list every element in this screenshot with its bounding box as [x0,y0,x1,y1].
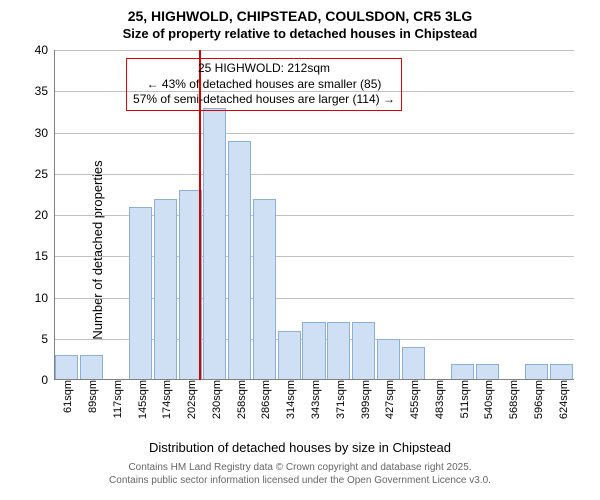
y-tick-label: 40 [35,43,54,57]
x-tick-label: 568sqm [504,380,520,419]
x-tick-label: 455sqm [405,380,421,419]
bar [253,199,276,381]
bar [525,364,548,381]
y-axis-line [54,50,55,380]
y-tick-label: 25 [35,167,54,181]
bar [302,322,325,380]
x-axis-line [54,379,574,380]
attribution-line1: Contains HM Land Registry data © Crown c… [0,462,600,475]
y-tick-label: 5 [41,332,54,346]
attribution-line2: Contains public sector information licen… [0,475,600,488]
chart-title-sub: Size of property relative to detached ho… [0,26,600,41]
x-tick-label: 427sqm [380,380,396,419]
plot-area: 25 HIGHWOLD: 212sqm ← 43% of detached ho… [54,50,574,380]
x-tick-label: 258sqm [232,380,248,419]
y-tick-label: 35 [35,84,54,98]
bar [55,355,78,380]
chart-title-main: 25, HIGHWOLD, CHIPSTEAD, COULSDON, CR5 3… [0,8,600,24]
bar [129,207,152,380]
annotation-line1: 25 HIGHWOLD: 212sqm [133,61,395,77]
annotation-line3: 57% of semi-detached houses are larger (… [133,92,395,108]
x-tick-label: 145sqm [133,380,149,419]
bar [80,355,103,380]
x-tick-label: 117sqm [108,380,124,418]
attribution-text: Contains HM Land Registry data © Crown c… [0,462,600,487]
bar [451,364,474,381]
x-tick-label: 483sqm [430,380,446,419]
bar [550,364,573,381]
x-tick-label: 540sqm [479,380,495,419]
x-tick-label: 511sqm [455,380,471,418]
bar [154,199,177,381]
annotation-line2: ← 43% of detached houses are smaller (85… [133,77,395,93]
x-tick-label: 314sqm [281,380,297,419]
x-tick-label: 371sqm [331,380,347,419]
y-tick-label: 20 [35,208,54,222]
bar [278,331,301,381]
histogram-chart: 25, HIGHWOLD, CHIPSTEAD, COULSDON, CR5 3… [0,0,600,500]
x-tick-label: 399sqm [356,380,372,419]
x-tick-label: 343sqm [306,380,322,419]
x-tick-label: 89sqm [83,380,99,413]
bar [352,322,375,380]
y-tick-label: 15 [35,249,54,263]
x-tick-label: 624sqm [554,380,570,419]
x-tick-label: 174sqm [157,380,173,419]
y-tick-label: 10 [35,291,54,305]
x-tick-label: 230sqm [207,380,223,419]
y-tick-label: 0 [41,373,54,387]
x-tick-label: 596sqm [529,380,545,419]
bar [203,108,226,380]
bar [476,364,499,381]
bar [402,347,425,380]
x-axis-label: Distribution of detached houses by size … [0,440,600,455]
x-tick-label: 202sqm [182,380,198,419]
x-tick-label: 286sqm [256,380,272,419]
y-tick-label: 30 [35,126,54,140]
bar [327,322,350,380]
bar [228,141,251,380]
bar [377,339,400,380]
annotation-box: 25 HIGHWOLD: 212sqm ← 43% of detached ho… [126,58,402,111]
x-tick-label: 61sqm [58,380,74,413]
